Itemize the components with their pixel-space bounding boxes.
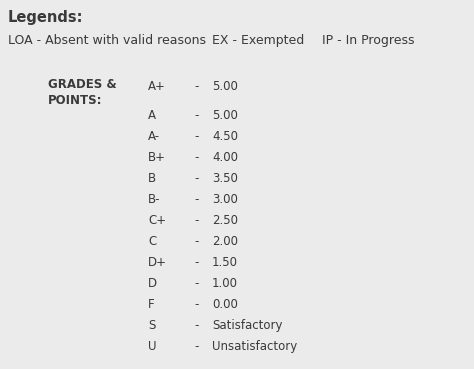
Text: -: - bbox=[194, 151, 199, 164]
Text: 0.00: 0.00 bbox=[212, 298, 238, 311]
Text: B+: B+ bbox=[148, 151, 166, 164]
Text: A+: A+ bbox=[148, 80, 166, 93]
Text: A-: A- bbox=[148, 130, 160, 143]
Text: -: - bbox=[194, 235, 199, 248]
Text: -: - bbox=[194, 193, 199, 206]
Text: POINTS:: POINTS: bbox=[48, 94, 102, 107]
Text: Satisfactory: Satisfactory bbox=[212, 319, 283, 332]
Text: 3.50: 3.50 bbox=[212, 172, 238, 185]
Text: -: - bbox=[194, 340, 199, 353]
Text: 3.00: 3.00 bbox=[212, 193, 238, 206]
Text: C: C bbox=[148, 235, 156, 248]
Text: -: - bbox=[194, 109, 199, 122]
Text: 1.00: 1.00 bbox=[212, 277, 238, 290]
Text: 2.00: 2.00 bbox=[212, 235, 238, 248]
Text: 5.00: 5.00 bbox=[212, 80, 238, 93]
Text: 4.50: 4.50 bbox=[212, 130, 238, 143]
Text: GRADES &: GRADES & bbox=[48, 78, 117, 91]
Text: Unsatisfactory: Unsatisfactory bbox=[212, 340, 297, 353]
Text: S: S bbox=[148, 319, 155, 332]
Text: Legends:: Legends: bbox=[8, 10, 83, 25]
Text: EX - Exempted: EX - Exempted bbox=[212, 34, 304, 47]
Text: -: - bbox=[194, 130, 199, 143]
Text: LOA - Absent with valid reasons: LOA - Absent with valid reasons bbox=[8, 34, 206, 47]
Text: B: B bbox=[148, 172, 156, 185]
Text: IP - In Progress: IP - In Progress bbox=[322, 34, 414, 47]
Text: D+: D+ bbox=[148, 256, 167, 269]
Text: B-: B- bbox=[148, 193, 161, 206]
Text: -: - bbox=[194, 172, 199, 185]
Text: 2.50: 2.50 bbox=[212, 214, 238, 227]
Text: -: - bbox=[194, 298, 199, 311]
Text: 4.00: 4.00 bbox=[212, 151, 238, 164]
Text: C+: C+ bbox=[148, 214, 166, 227]
Text: -: - bbox=[194, 80, 199, 93]
Text: -: - bbox=[194, 256, 199, 269]
Text: -: - bbox=[194, 277, 199, 290]
Text: D: D bbox=[148, 277, 157, 290]
Text: 5.00: 5.00 bbox=[212, 109, 238, 122]
Text: F: F bbox=[148, 298, 155, 311]
Text: -: - bbox=[194, 214, 199, 227]
Text: U: U bbox=[148, 340, 156, 353]
Text: -: - bbox=[194, 319, 199, 332]
Text: 1.50: 1.50 bbox=[212, 256, 238, 269]
Text: A: A bbox=[148, 109, 156, 122]
